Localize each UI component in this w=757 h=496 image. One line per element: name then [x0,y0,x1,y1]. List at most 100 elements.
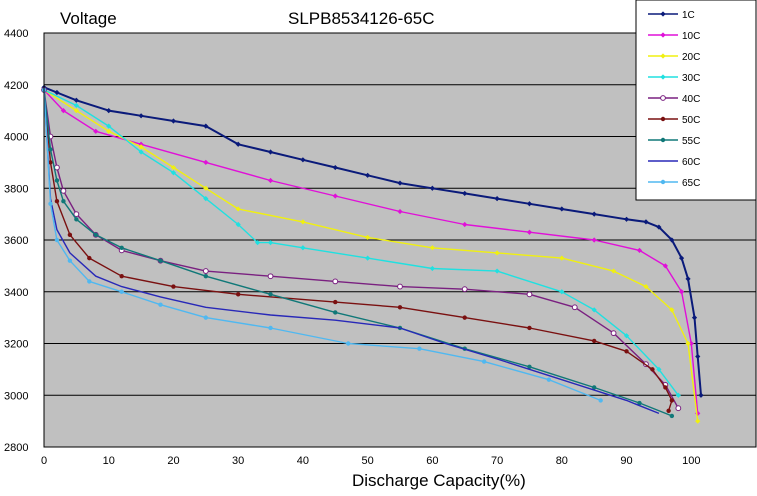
data-point [695,410,701,416]
data-point [660,137,666,143]
series-line [43,89,601,402]
data-point [138,144,144,150]
data-point [660,95,666,101]
data-point [332,278,339,285]
data-point [203,274,209,279]
legend-item: 55C [648,136,700,147]
data-point [158,258,163,263]
data-point [60,187,67,194]
data-point [365,234,371,241]
data-point [61,198,66,204]
data-point [666,408,671,413]
x-tick-labels: 0 10 20 30 40 50 60 70 80 90 100 [41,455,701,467]
data-point [203,196,209,202]
data-point [623,333,630,339]
data-point [332,193,338,199]
y-tick-label: 2800 [4,442,28,454]
x-tick-label: 10 [103,455,115,467]
y-tick-label: 4000 [4,132,28,144]
data-point [610,330,617,337]
y-tick-label: 3200 [4,339,28,351]
legend-item: 20C [648,52,700,63]
data-point [481,359,487,364]
y-tick-label: 3400 [4,287,28,299]
data-point [462,190,468,197]
series-50c [41,87,675,413]
legend-label: 20C [682,52,700,63]
data-point [591,237,597,243]
y-tick-label: 4200 [4,80,28,92]
data-point [267,177,274,184]
series-line [43,86,702,396]
data-point [54,198,60,204]
data-point [494,250,500,256]
x-tick-label: 80 [556,455,568,467]
data-point [695,418,701,424]
data-point [429,185,435,191]
data-point [73,102,79,109]
data-point [698,392,704,398]
data-point [300,245,306,251]
data-point [591,211,597,217]
data-point [656,366,662,372]
data-point [461,286,468,293]
data-point [235,141,241,147]
data-point [660,32,666,38]
data-point [267,239,274,246]
data-point [527,325,532,331]
data-point [267,273,274,280]
data-point [158,302,163,307]
data-point [203,159,209,165]
legend: 1C 10C 20C 30C 40C 50C 55C 60C 65C [635,0,757,201]
series-line [43,89,660,415]
data-point [643,283,649,290]
data-point [48,147,53,152]
data-point [48,201,53,206]
data-point [73,211,80,218]
data-point [203,315,209,320]
data-point [74,217,79,222]
data-point [87,279,92,284]
x-tick-label: 30 [232,455,244,467]
data-point [235,221,241,228]
data-point [591,385,597,390]
data-point [660,74,666,80]
legend-item: 10C [648,31,700,42]
data-point [611,268,617,274]
data-point [202,268,209,274]
x-tick-label: 60 [426,455,438,467]
data-point [660,11,666,17]
y-tick-labels: 2800 3000 3200 3400 3600 3800 4000 4200 4400 [4,28,28,454]
data-point [397,208,403,215]
x-tick-label: 0 [41,455,47,467]
data-point [332,164,338,171]
data-point [546,377,552,382]
data-point [203,185,209,191]
data-point [73,108,79,114]
data-point [429,265,435,272]
data-point [235,292,241,297]
data-point [138,113,144,119]
series-line [43,89,673,412]
data-point [526,201,533,207]
data-point [235,206,241,212]
data-point [365,255,371,261]
legend-label: 40C [682,94,700,105]
series-65c [41,87,603,403]
data-point [660,53,666,59]
data-point [397,283,403,290]
data-point [93,232,98,238]
data-point [662,263,668,269]
data-point [138,149,144,155]
data-point [636,247,643,253]
data-point [663,385,668,390]
data-point [300,157,306,163]
data-point [170,164,177,171]
data-point [695,353,701,360]
y-tick-label: 4400 [4,28,28,40]
data-point [669,398,675,403]
data-point [462,221,468,228]
data-point [685,276,691,282]
data-point [67,258,73,263]
